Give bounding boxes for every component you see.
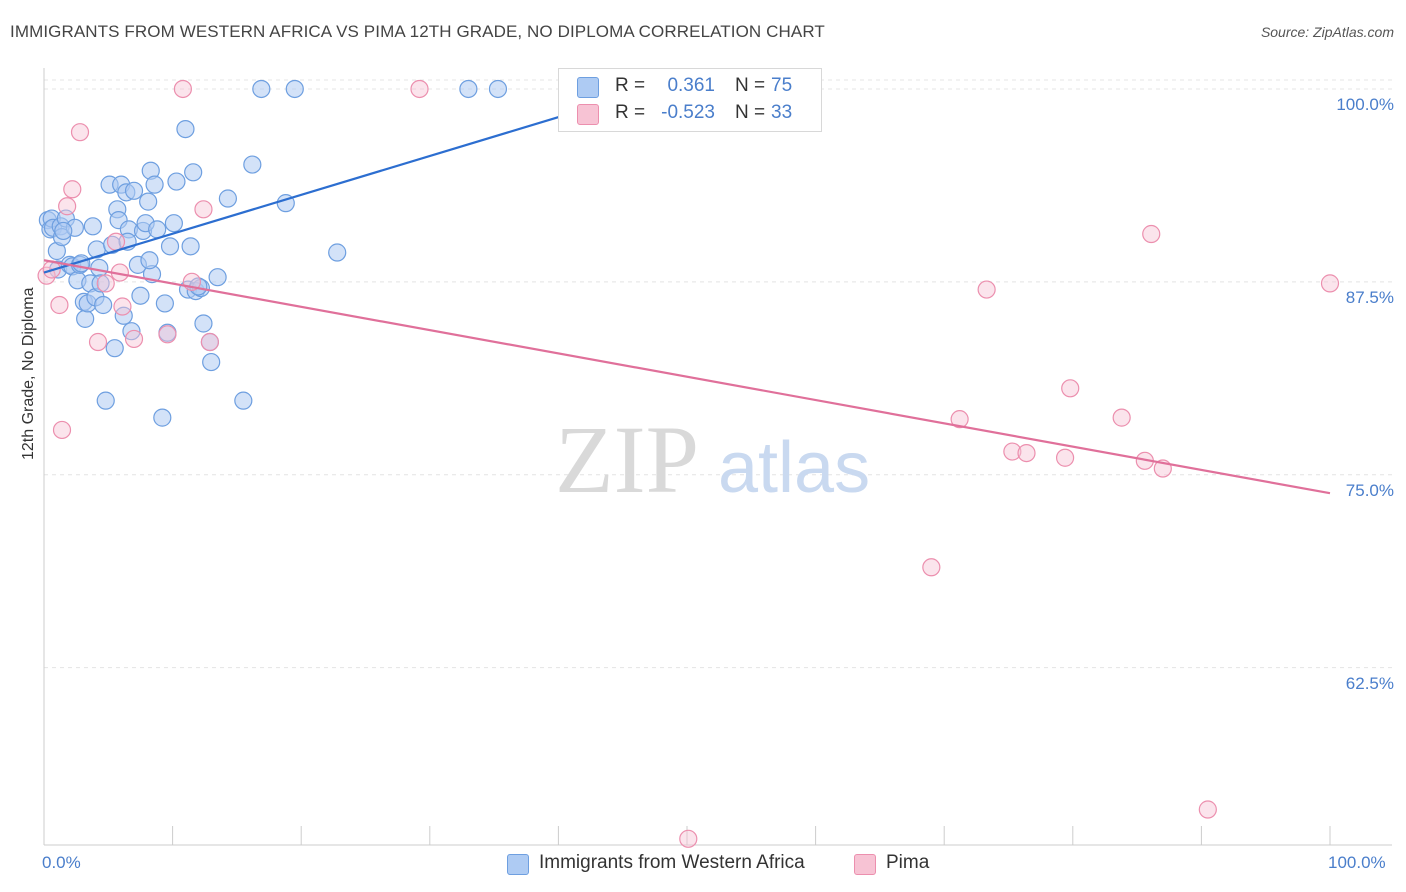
legend-label: Immigrants from Western Africa: [539, 852, 805, 873]
data-point-pima: [1017, 443, 1036, 463]
data-point-pima: [50, 295, 69, 315]
x-tick-label-min: 0.0%: [42, 853, 81, 872]
data-point-immigrants: [218, 189, 237, 208]
data-point-immigrants: [94, 295, 113, 315]
data-point-immigrants: [488, 79, 508, 99]
data-point-immigrants: [176, 119, 195, 139]
data-point-immigrants: [194, 314, 213, 333]
data-point-immigrants: [234, 391, 253, 410]
data-point-pima: [679, 829, 698, 848]
data-point-pima: [70, 123, 90, 142]
data-point-immigrants: [459, 79, 478, 99]
data-point-pima: [922, 558, 941, 577]
data-point-pima: [96, 274, 115, 293]
data-point-immigrants: [83, 217, 102, 236]
data-point-immigrants: [76, 309, 95, 328]
legend-r-label: R =: [615, 75, 646, 96]
chart-title: IMMIGRANTS FROM WESTERN AFRICA VS PIMA 1…: [10, 22, 825, 41]
correlation-legend: R = 0.361 N = 75 R = -0.523 N = 33: [558, 68, 822, 132]
data-point-immigrants: [114, 306, 133, 325]
legend-swatch-blue: [507, 854, 529, 875]
data-point-immigrants: [181, 237, 200, 256]
legend-r-label: R =: [615, 102, 646, 123]
trend-line-immigrants: [43, 114, 566, 274]
legend-n-value: 33: [771, 102, 793, 123]
data-point-immigrants: [54, 221, 73, 241]
legend-r-value: 0.361: [667, 75, 715, 96]
data-point-pima: [52, 420, 72, 440]
legend-label: Pima: [886, 852, 930, 873]
watermark-zip: ZIP: [555, 406, 699, 513]
data-point-immigrants: [252, 79, 271, 99]
data-point-pima: [58, 197, 77, 216]
trend-line-pima: [43, 259, 1331, 495]
data-point-pima: [1055, 448, 1075, 467]
data-point-pima: [1003, 442, 1022, 461]
data-point-immigrants: [148, 220, 167, 239]
data-point-pima: [63, 180, 82, 199]
series-legend: Immigrants from Western Africa Pima: [0, 852, 1406, 878]
y-tick-label: 62.5%: [1345, 673, 1394, 693]
data-point-immigrants: [164, 214, 183, 233]
data-point-pima: [1142, 224, 1161, 244]
data-point-immigrants: [184, 163, 203, 182]
data-point-immigrants: [105, 339, 124, 358]
data-point-pima: [1198, 800, 1217, 819]
watermark-atlas: atlas: [718, 428, 870, 508]
data-point-immigrants: [145, 175, 164, 194]
legend-swatch-pink: [854, 854, 876, 875]
data-point-immigrants: [167, 172, 186, 191]
data-point-immigrants: [155, 294, 174, 313]
legend-swatch-pink: [577, 104, 599, 125]
data-point-pima: [194, 200, 213, 219]
y-tick-label: 87.5%: [1345, 287, 1394, 307]
data-point-immigrants: [328, 243, 347, 262]
data-point-pima: [977, 280, 996, 299]
x-tick-label-max: 100.0%: [1328, 853, 1386, 872]
data-point-pima: [410, 79, 429, 99]
data-point-immigrants: [124, 181, 144, 200]
data-point-immigrants: [160, 237, 180, 256]
data-point-immigrants: [243, 155, 262, 174]
data-point-immigrants: [91, 274, 110, 293]
data-point-pima: [88, 332, 108, 352]
y-tick-label: 100.0%: [1336, 94, 1394, 114]
data-point-immigrants: [96, 391, 115, 410]
data-point-pima: [158, 325, 177, 344]
data-point-pima: [1061, 379, 1080, 398]
data-point-pima: [113, 297, 132, 316]
legend-r-value: -0.523: [661, 102, 715, 123]
data-point-immigrants: [90, 258, 109, 278]
data-point-immigrants: [139, 192, 158, 211]
legend-swatch-blue: [577, 77, 599, 98]
data-point-pima: [1320, 274, 1340, 293]
axes: [43, 68, 1392, 846]
data-point-immigrants: [153, 408, 172, 427]
legend-n-label: N =: [735, 102, 766, 123]
data-point-immigrants: [131, 286, 150, 305]
data-point-pima: [106, 232, 126, 251]
source-label: Source: ZipAtlas.com: [1260, 24, 1394, 40]
legend-n-value: 75: [771, 75, 793, 96]
data-point-immigrants: [140, 251, 159, 270]
data-point-pima: [200, 332, 219, 352]
series-pima-points: [37, 79, 1340, 848]
y-tick-label: 75.0%: [1345, 480, 1394, 500]
data-point-immigrants: [208, 268, 227, 287]
data-point-immigrants: [202, 352, 221, 372]
legend-n-label: N =: [735, 75, 766, 96]
trend-lines: [43, 114, 1331, 495]
data-point-pima: [1112, 408, 1131, 427]
data-point-immigrants: [285, 79, 304, 99]
data-point-pima: [124, 329, 144, 349]
data-point-pima: [173, 79, 192, 99]
data-point-pima: [950, 410, 969, 429]
